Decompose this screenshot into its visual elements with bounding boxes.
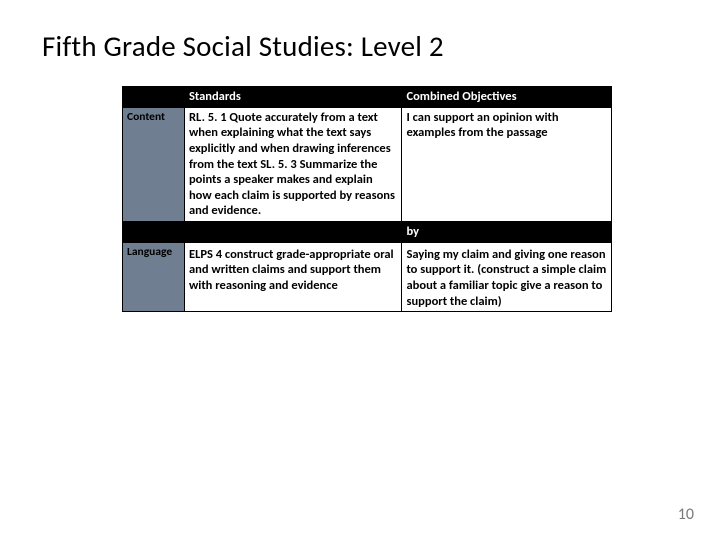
- header-objectives: Combined Objectives: [402, 87, 612, 108]
- table-divider-row: by: [123, 222, 612, 243]
- divider-blank1: [123, 222, 185, 243]
- row-label-language: Language: [123, 242, 185, 312]
- page-title: Fifth Grade Social Studies: Level 2: [42, 28, 678, 64]
- row-label-content: Content: [123, 107, 185, 221]
- page-number: 10: [678, 505, 694, 524]
- table-row-language: Language ELPS 4 construct grade-appropri…: [123, 242, 612, 312]
- cell-content-standards: RL. 5. 1 Quote accurately from a text wh…: [184, 107, 402, 221]
- header-blank: [123, 87, 185, 108]
- standards-table: Standards Combined Objectives Content RL…: [122, 86, 612, 312]
- table-header-row: Standards Combined Objectives: [123, 87, 612, 108]
- cell-language-objectives: Saying my claim and giving one reason to…: [402, 242, 612, 312]
- table-row-content: Content RL. 5. 1 Quote accurately from a…: [123, 107, 612, 221]
- divider-blank2: [184, 222, 402, 243]
- header-standards: Standards: [184, 87, 402, 108]
- cell-language-standards: ELPS 4 construct grade-appropriate oral …: [184, 242, 402, 312]
- divider-by: by: [402, 222, 612, 243]
- cell-content-objectives: I can support an opinion with examples f…: [402, 107, 612, 221]
